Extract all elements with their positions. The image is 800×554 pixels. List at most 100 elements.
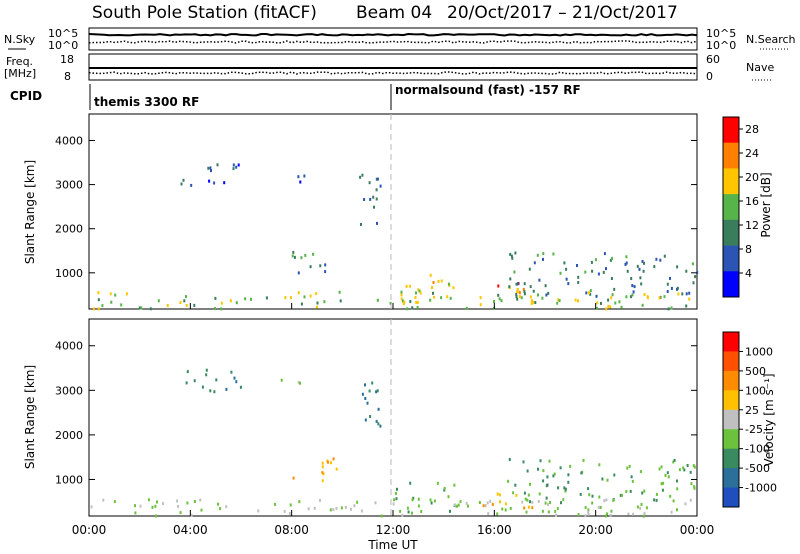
- echo-cell: [371, 381, 374, 385]
- echo-cell: [321, 461, 324, 465]
- nsearch-label: N.Search: [746, 33, 796, 46]
- echo-cell: [312, 252, 315, 256]
- colorbar-tick-label: 16: [745, 195, 759, 208]
- echo-cell: [676, 508, 678, 512]
- echo-cell: [667, 307, 670, 311]
- nsky-tick-top: 10^5: [48, 27, 78, 40]
- echo-cell: [394, 492, 397, 495]
- echo-cell: [696, 271, 699, 274]
- echo-cell: [625, 490, 628, 493]
- echo-cell: [489, 499, 492, 503]
- nave-tick-bottom: 0: [706, 70, 713, 83]
- echo-cell: [611, 256, 614, 260]
- echo-cell: [151, 505, 154, 509]
- echo-cell: [406, 506, 409, 510]
- echo-cell: [216, 163, 219, 167]
- echo-cell: [660, 482, 663, 486]
- echo-cell: [102, 498, 105, 502]
- echo-cell: [166, 304, 169, 307]
- echo-cell: [624, 263, 627, 266]
- echo-cell: [547, 503, 549, 507]
- velocity-colorbar-ticks: 1000 500 100 25 -25 -100 -500 -1000: [739, 345, 777, 495]
- echo-cell: [134, 511, 137, 515]
- echo-cell: [693, 486, 696, 490]
- echo-cell: [685, 304, 688, 308]
- echo-cell: [690, 482, 693, 486]
- echo-cell: [609, 258, 612, 262]
- echo-cell: [134, 504, 136, 508]
- echo-cell: [517, 282, 519, 286]
- echo-cell: [90, 505, 93, 509]
- echo-cell: [156, 500, 158, 504]
- echo-cell: [322, 472, 325, 476]
- echo-cell: [666, 290, 669, 293]
- echo-cell: [309, 294, 312, 298]
- echo-cell: [300, 256, 303, 260]
- y-tick-label: 4000: [55, 340, 83, 353]
- echo-cell: [523, 292, 526, 296]
- echo-cell: [557, 486, 560, 490]
- echo-cell: [415, 291, 417, 295]
- echo-cell: [642, 269, 645, 273]
- echo-cell: [567, 480, 570, 484]
- echo-cell: [180, 182, 183, 186]
- echo-cell: [487, 512, 490, 516]
- echo-cell: [542, 469, 545, 473]
- nave-tick-top: 60: [706, 53, 720, 66]
- echo-cell: [393, 498, 396, 502]
- colorbar-swatch: [723, 271, 739, 298]
- echo-cell: [298, 500, 301, 504]
- echo-cell: [542, 257, 544, 261]
- echo-cell: [667, 475, 670, 479]
- nsky-tick-bottom: 10^0: [48, 39, 78, 52]
- echo-cell: [491, 502, 494, 506]
- echo-cell: [589, 289, 592, 293]
- echo-cell: [692, 281, 695, 285]
- echo-cell: [664, 473, 667, 477]
- velocity-colorbar-swatches: [723, 332, 739, 508]
- echo-cell: [579, 492, 582, 496]
- echo-cell: [645, 506, 648, 510]
- echo-cell: [537, 467, 539, 471]
- echo-cell: [157, 299, 160, 303]
- echo-cell: [609, 305, 612, 309]
- echo-cell: [452, 286, 455, 290]
- echo-cell: [257, 509, 260, 513]
- echo-cell: [453, 503, 456, 507]
- echo-cell: [509, 277, 512, 281]
- echo-cell: [541, 509, 544, 513]
- power-panel: Slant Range [km] 1000 2000 3000 4000: [23, 113, 699, 311]
- echo-cell: [303, 174, 306, 178]
- echo-cell: [520, 296, 523, 300]
- freq-tick-top: 18: [60, 53, 74, 66]
- echo-cell: [577, 299, 579, 303]
- echo-cell: [694, 275, 697, 279]
- echo-cell: [297, 380, 300, 384]
- freq-label: Freq.: [6, 55, 33, 68]
- echo-cell: [392, 502, 395, 506]
- echo-cell: [559, 271, 562, 275]
- echo-cell: [316, 301, 319, 305]
- echo-cell: [516, 290, 519, 294]
- echo-cell: [109, 292, 112, 296]
- echo-cell: [522, 460, 525, 464]
- echo-cell: [446, 295, 449, 299]
- echo-cell: [563, 261, 566, 265]
- echo-cell: [610, 296, 613, 300]
- echo-cell: [557, 298, 560, 302]
- echo-cell: [213, 390, 216, 394]
- x-tick-label: 00:00: [680, 523, 715, 537]
- echo-cell: [564, 489, 567, 493]
- echo-cell: [376, 221, 378, 225]
- echo-cell: [567, 282, 570, 286]
- echo-cell: [291, 254, 294, 258]
- echo-cell: [368, 389, 371, 393]
- echo-cell: [676, 487, 679, 491]
- echo-cell: [154, 504, 157, 508]
- echo-cell: [440, 279, 443, 283]
- echo-cell: [596, 301, 599, 305]
- nsearch-trace: [88, 40, 698, 44]
- echo-cell: [443, 486, 446, 490]
- echo-cell: [585, 291, 588, 295]
- velocity-colorbar-frame: [722, 331, 740, 508]
